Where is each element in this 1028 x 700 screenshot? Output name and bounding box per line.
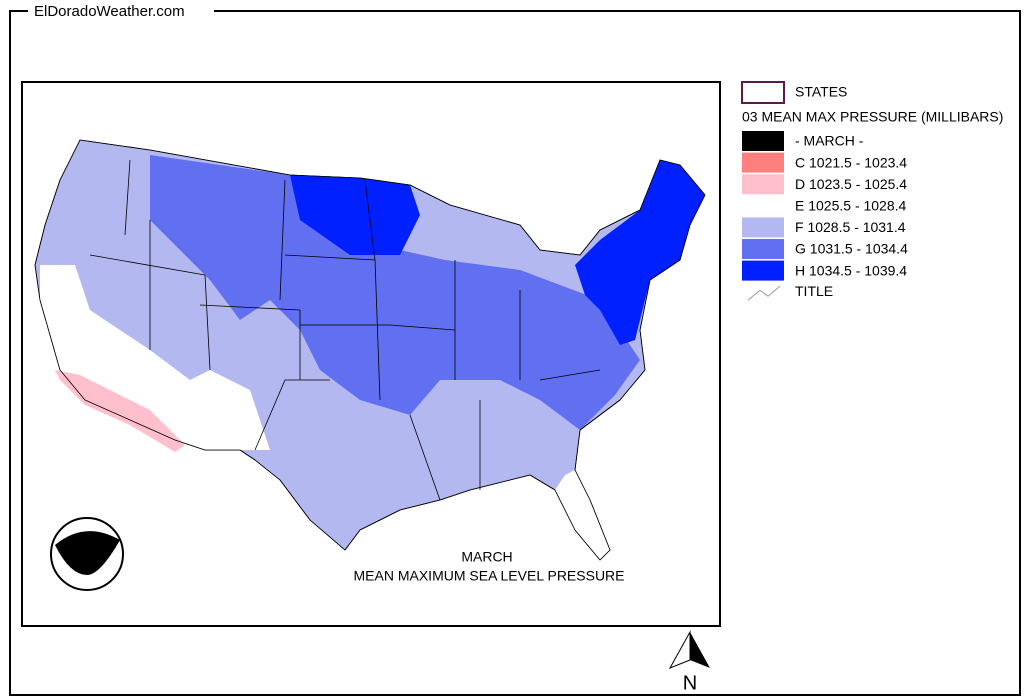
region-h-north (290, 175, 420, 255)
legend-swatch (742, 195, 784, 216)
states-swatch (741, 81, 785, 104)
legend-swatch (742, 174, 784, 195)
logo-bird (55, 531, 120, 575)
legend-label: - MARCH - (795, 133, 864, 149)
legend-label: D 1023.5 - 1025.4 (795, 176, 907, 192)
legend-label: TITLE (795, 283, 833, 299)
legend-label: C 1021.5 - 1023.4 (795, 154, 907, 170)
legend: STATES 03 MEAN MAX PRESSURE (MILLIBARS) … (741, 81, 1003, 301)
us-map (34, 139, 706, 561)
state-lines (89, 159, 601, 501)
region-d (55, 370, 185, 452)
map-caption: MEAN MAXIMUM SEA LEVEL PRESSURE (354, 568, 625, 584)
legend-swatch (742, 239, 784, 259)
outer-frame (9, 10, 1021, 696)
legend-label: F 1028.5 - 1031.4 (795, 219, 906, 235)
map-caption: MARCH (461, 549, 512, 565)
legend-label: E 1025.5 - 1028.4 (795, 198, 907, 214)
arrow-left (668, 630, 691, 669)
legend-swatch (742, 260, 784, 281)
us-outline (34, 139, 706, 561)
legend-label: STATES (795, 84, 847, 100)
region-g (150, 155, 640, 430)
north-arrow: N (668, 630, 710, 694)
header-bg (28, 2, 214, 20)
legend-label: H 1034.5 - 1039.4 (795, 262, 907, 278)
noaa-logo: NOAA (50, 517, 124, 591)
logo-text: NOAA (71, 539, 103, 551)
legend-swatch (742, 152, 784, 173)
legend-swatch (742, 131, 784, 151)
title-swatch (747, 285, 781, 301)
legend-title: 03 MEAN MAX PRESSURE (MILLIBARS) (742, 109, 1003, 125)
north-label: N (683, 672, 697, 694)
region-e-florida (555, 470, 610, 560)
site-title: ElDoradoWeather.com (34, 3, 185, 20)
legend-swatch (742, 217, 784, 238)
arrow-right (690, 632, 710, 668)
legend-label: G 1031.5 - 1034.4 (795, 241, 908, 257)
region-h-northeast (575, 160, 705, 345)
